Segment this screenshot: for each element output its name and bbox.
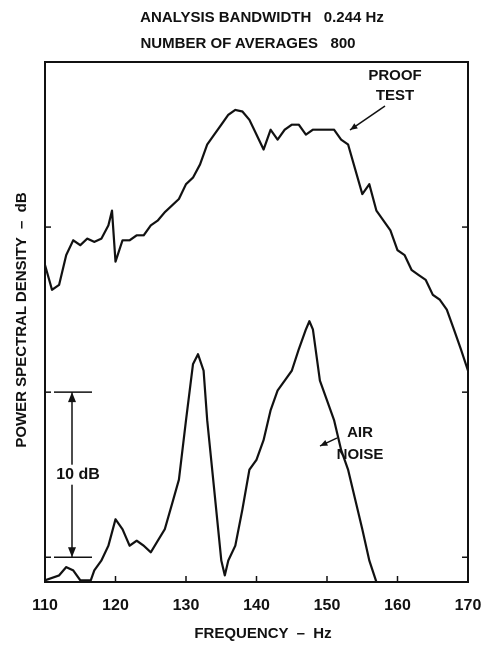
x-tick-label: 170 (455, 597, 482, 614)
arrow-head (320, 440, 328, 446)
x-tick-label: 110 (32, 597, 58, 614)
scale-bar-label: 10 dB (56, 466, 100, 483)
x-tick-label: 120 (102, 597, 129, 614)
series-label: PROOF TEST (368, 67, 421, 104)
x-tick-label: 160 (384, 597, 411, 614)
series-label: AIR NOISE (337, 424, 384, 463)
arrow-head (350, 123, 358, 130)
x-tick-label: 140 (243, 597, 270, 614)
x-tick-label: 150 (314, 597, 341, 614)
scale-bar-label-bg (50, 464, 106, 485)
x-tick-label: 130 (173, 597, 200, 614)
plot-frame (44, 61, 469, 583)
arrow-head (68, 392, 76, 403)
y-axis-label: POWER SPECTRAL DENSITY – dB (13, 192, 30, 447)
chart-subtitle: NUMBER OF AVERAGES 800 (140, 35, 355, 52)
chart-title: ANALYSIS BANDWIDTH 0.244 Hz (140, 9, 384, 26)
series-line (44, 320, 378, 583)
x-axis-label: FREQUENCY – Hz (194, 625, 331, 642)
arrow-head (68, 547, 76, 558)
series-line (43, 108, 470, 372)
